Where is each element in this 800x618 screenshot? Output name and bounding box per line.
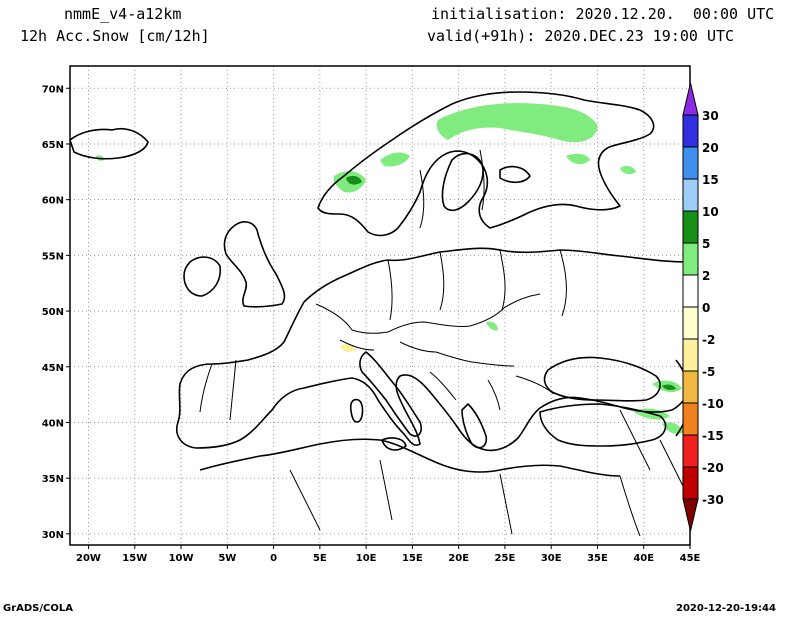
- colorbar-label: -15: [702, 429, 724, 443]
- coastlines: [70, 91, 690, 477]
- colorbar-segment: [682, 306, 699, 340]
- lat-tick-label: 45N: [42, 363, 64, 374]
- colorbar-label: -10: [702, 397, 724, 411]
- snow-area-carpathians: [486, 321, 498, 331]
- colorbar-segment: [682, 114, 699, 148]
- coast-north-africa: [199, 438, 621, 477]
- colorbar-segment: [682, 146, 699, 180]
- colorbar-label: -30: [702, 493, 724, 507]
- coast-black-sea: [543, 356, 661, 402]
- colorbar-label: 10: [702, 205, 719, 219]
- init-time: initialisation: 2020.12.20. 00:00 UTC: [431, 5, 775, 23]
- lon-tick-label: 20W: [76, 553, 101, 564]
- border-segment: [619, 409, 690, 501]
- border-segment: [315, 293, 541, 334]
- lon-tick-label: 0: [270, 553, 277, 564]
- colorbar-label: -5: [702, 365, 715, 379]
- latitude-labels: 30N 35N 40N 45N 50N 55N 60N 65N 70N: [42, 84, 70, 541]
- lon-tick-label: 35E: [587, 553, 608, 564]
- coast-sicily: [381, 437, 407, 451]
- colorbar-segment: [682, 210, 699, 244]
- colorbar-label: 0: [702, 301, 710, 315]
- coast-caspian: [675, 359, 690, 437]
- lat-tick-label: 30N: [42, 530, 64, 541]
- colorbar-segment: [682, 338, 699, 372]
- colorbar-segment: [682, 242, 699, 276]
- lon-tick-label: 10E: [356, 553, 377, 564]
- coast-bothnia: [441, 152, 484, 212]
- lon-tick-label: 15E: [402, 553, 423, 564]
- border-segment: [387, 249, 567, 321]
- lat-tick-label: 65N: [42, 140, 64, 151]
- colorbar-label: -2: [702, 333, 715, 347]
- colorbar-bottom-arrow: [682, 498, 699, 532]
- colorbar-top-arrow: [682, 82, 699, 116]
- colorbar-label: 2: [702, 269, 710, 283]
- snow-area-norway-dark: [346, 175, 362, 185]
- field-name: 12h Acc.Snow [cm/12h]: [20, 27, 210, 45]
- coast-finland-lakes: [499, 165, 531, 184]
- footer-timestamp: 2020-12-20-19:44: [676, 603, 776, 614]
- coast-scandinavia: [317, 91, 655, 237]
- lon-tick-label: 20E: [448, 553, 469, 564]
- snow-area-norway-central: [380, 152, 410, 167]
- lat-tick-label: 60N: [42, 196, 64, 207]
- colorbar-label: 5: [702, 237, 710, 251]
- lat-tick-label: 70N: [42, 84, 64, 95]
- colorbar-segment: [682, 178, 699, 212]
- border-segment: [289, 459, 641, 537]
- lat-tick-label: 40N: [42, 418, 64, 429]
- lon-tick-label: 5W: [218, 553, 236, 564]
- country-borders: [199, 149, 690, 537]
- footer-software: GrADS/COLA: [3, 603, 73, 614]
- longitude-labels: 20W 15W 10W 5W 0 5E 10E 15E 20E 25E 30E 35E 40E 45E: [76, 545, 701, 564]
- coast-iceland: [70, 127, 149, 160]
- lat-tick-label: 50N: [42, 307, 64, 318]
- snow-area-lapland: [436, 102, 598, 143]
- colorbar-segment: [682, 370, 699, 404]
- snow-area-karelia: [566, 153, 590, 165]
- lon-tick-label: 10W: [169, 553, 194, 564]
- lon-tick-label: 25E: [495, 553, 516, 564]
- border-segment: [429, 371, 555, 411]
- snow-area-alps: [340, 343, 356, 353]
- graticule: [70, 66, 691, 545]
- border-segment: [199, 359, 237, 421]
- coast-anatolia: [539, 403, 667, 447]
- lon-tick-label: 5E: [313, 553, 327, 564]
- snow-area-caucasus-dark: [662, 384, 676, 390]
- lon-tick-label: 15W: [122, 553, 147, 564]
- border-segment: [339, 339, 515, 367]
- coast-great-britain: [223, 221, 286, 308]
- lon-tick-label: 30E: [541, 553, 562, 564]
- colorbar-segment: [682, 466, 699, 500]
- colorbar-label: 20: [702, 141, 719, 155]
- colorbar-label: 30: [702, 109, 719, 123]
- lon-tick-label: 40E: [633, 553, 654, 564]
- valid-time: valid(+91h): 2020.DEC.23 19:00 UTC: [427, 27, 735, 45]
- coast-greece: [461, 403, 488, 449]
- coast-sardinia: [349, 398, 364, 423]
- coast-ireland: [183, 256, 222, 297]
- lon-tick-label: 45E: [680, 553, 701, 564]
- coast-italy: [359, 351, 423, 437]
- colorbar-label: -20: [702, 461, 724, 475]
- snow-area-kola: [558, 114, 596, 138]
- snow-area-northeast: [620, 165, 636, 175]
- lat-tick-label: 35N: [42, 474, 64, 485]
- colorbar-segment: [682, 402, 699, 436]
- border-segment: [419, 149, 485, 229]
- lat-tick-label: 55N: [42, 251, 64, 262]
- colorbar-segment: [682, 434, 699, 468]
- coast-continent: [176, 247, 690, 452]
- colorbar-label: 15: [702, 173, 719, 187]
- model-name: nmmE_v4-a12km: [64, 5, 182, 23]
- colorbar-segment: [682, 274, 699, 308]
